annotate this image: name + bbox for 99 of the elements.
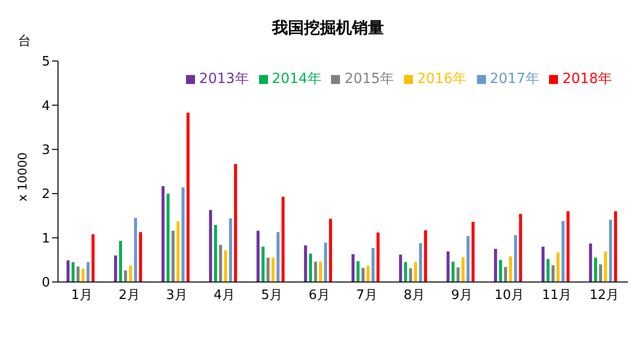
bar [404,262,408,282]
bar [399,254,402,282]
bar [172,230,175,282]
bar [186,112,190,282]
bar [139,232,142,282]
legend-label: 2017年 [490,71,540,87]
x-tick-label: 7月 [356,288,378,304]
bar [276,232,280,282]
bar [166,194,170,282]
bar [366,266,370,282]
legend-label: 2014年 [272,71,322,87]
bar [499,260,502,282]
bar [494,248,498,282]
bar [514,235,518,282]
text: 台 [18,33,31,50]
bar [356,261,360,282]
bar [266,258,270,282]
bar [256,230,260,282]
bar [594,258,598,282]
y-tick-label: 1 [42,231,50,246]
bar [466,236,470,282]
bar [209,210,212,282]
bar [419,243,422,282]
y-tick-label: 4 [42,98,50,114]
bar [82,268,85,282]
bar [509,256,512,282]
legend-label: 2016年 [417,71,467,87]
bar [114,255,118,282]
bar [314,262,318,282]
bar [304,245,308,282]
bar [352,254,355,282]
bar [599,264,602,282]
bar [219,244,222,282]
y-tick-label: 3 [42,143,50,158]
bar [589,244,592,282]
y-tick-label: 5 [42,54,50,70]
x-tick-label: 4月 [214,288,235,304]
bar [456,267,460,282]
x-tick-label: 8月 [404,288,425,304]
x-tick-label: 11月 [542,288,572,304]
bar [324,242,328,282]
bar [542,246,545,282]
bar [604,252,608,282]
bar [119,240,122,282]
bar [319,262,322,282]
legend-label: 2018年 [562,71,612,87]
bar [124,270,128,282]
bar [472,222,475,282]
bar [504,266,508,282]
bar [309,254,312,282]
bar [262,246,265,282]
bar [566,211,570,282]
bar [129,266,132,282]
bar [162,186,165,282]
x-tick-label: 9月 [451,288,472,304]
bar [609,220,612,282]
x-tick-label: 10月 [494,288,524,304]
y-tick-label: 2 [42,187,50,202]
y-tick-label: 0 [42,276,50,291]
legend-label: 2013年 [199,71,249,87]
bar [452,262,455,282]
x-tick-label: 6月 [308,288,330,304]
x-tick-label: 12月 [589,288,620,304]
bar [92,234,95,282]
bar [282,196,285,282]
bar [176,221,180,282]
bar [134,218,138,282]
bar [224,250,228,282]
bar [76,266,80,282]
bar [614,211,618,282]
bar [182,187,185,282]
bar [562,221,565,282]
bar [214,224,218,282]
x-tick-label: 2月 [118,288,140,304]
x-tick-label: 5月 [261,288,282,304]
bar [446,252,450,282]
bar [272,258,275,282]
bar [546,259,550,282]
bar [234,164,238,282]
bar [552,265,555,282]
bar [72,262,75,282]
x-tick-label: 3月 [166,288,188,304]
bar [424,230,428,282]
legend-label: 2015年 [344,71,394,87]
bar [462,257,465,282]
bar [372,248,375,282]
bar [229,218,232,282]
chart-title: 我国挖掘机销量 [272,18,384,37]
bar [556,252,560,282]
bar [66,260,70,282]
bar [362,268,365,282]
bar [414,262,418,282]
bar [376,232,380,282]
y-axis-title: x 10000 [15,152,30,202]
bar [409,268,412,282]
bar [519,214,522,282]
x-tick-label: 1月 [71,288,92,304]
bar [329,218,332,282]
bar [86,262,90,282]
